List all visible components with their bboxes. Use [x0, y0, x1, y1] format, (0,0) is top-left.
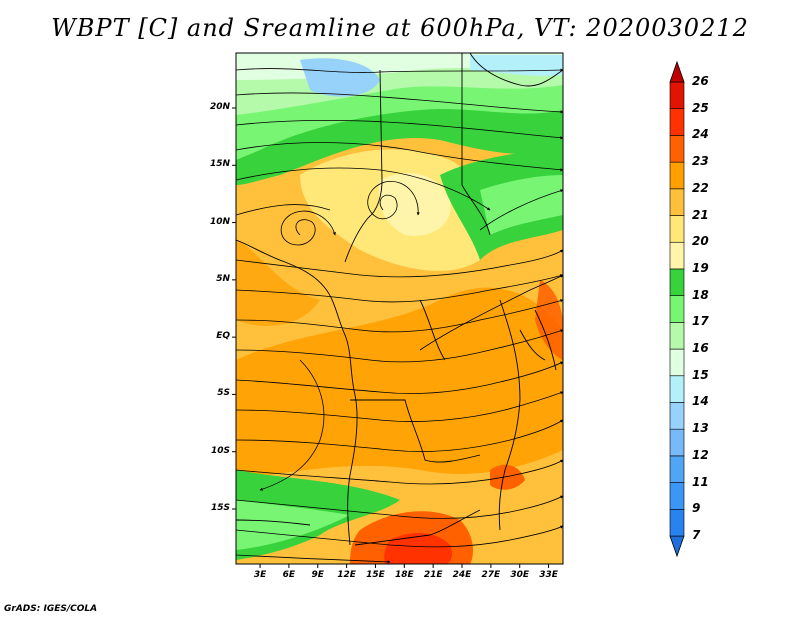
map-boundaries [236, 53, 563, 546]
colorbar-label: 18 [692, 287, 709, 302]
colorbar-label: 24 [692, 127, 709, 142]
colorbar-segment [669, 81, 685, 110]
lat-tick-label: 10N [209, 216, 230, 227]
lon-tick-label: 15E [366, 570, 385, 580]
colorbar-label: 22 [692, 180, 709, 195]
lat-tick-label: 5S [217, 388, 230, 399]
wbpt-field [236, 53, 563, 564]
colorbar-label: 15 [692, 367, 709, 382]
lat-tick-label: 5N [216, 273, 230, 284]
map-frame [235, 52, 564, 565]
colorbar-segment [669, 135, 685, 163]
colorbar-segment [669, 188, 685, 216]
colorbar-label: 25 [692, 100, 709, 115]
lon-tick-label: 18E [394, 570, 414, 580]
colorbar-segment [669, 161, 685, 190]
colorbar-label: 13 [692, 421, 709, 436]
colorbar-segment [669, 108, 685, 136]
colorbar-label: 7 [692, 528, 701, 542]
lon-tick-label: 33E [539, 570, 558, 580]
colorbar-segment [669, 482, 685, 510]
colorbar-label: 11 [692, 474, 709, 489]
axis-ticks [232, 107, 550, 568]
colorbar-segment [669, 375, 685, 403]
colorbar-label: 12 [692, 447, 709, 462]
colorbar-label: 16 [692, 341, 709, 356]
streamlines [236, 68, 563, 564]
lon-tick-label: 12E [337, 570, 356, 580]
lat-tick-label: 15S [210, 503, 230, 513]
colorbar-segment [669, 322, 685, 350]
colorbar-label: 9 [692, 501, 701, 516]
lon-tick-label: 3E [253, 570, 267, 580]
lat-tick-label: EQ [216, 331, 230, 342]
lon-tick-label: 6E [282, 570, 296, 580]
colorbar-label: 26 [692, 74, 709, 88]
colorbar-label: 20 [692, 234, 709, 249]
lon-tick-label: 30E [510, 570, 530, 580]
lon-tick-label: 21E [423, 570, 443, 580]
colorbar-segment [669, 241, 685, 270]
lon-tick-label: 27E [481, 570, 501, 580]
colorbar-label: 17 [692, 314, 709, 329]
colorbar-max-triangle [669, 60, 685, 83]
colorbar-segment [669, 428, 685, 457]
lon-tick-label: 24E [452, 570, 472, 580]
colorbar-segment [669, 348, 685, 377]
colorbar-segment [669, 455, 685, 483]
colorbar-segment [669, 402, 685, 430]
lat-tick-label: 10S [210, 445, 230, 456]
colorbar-min-triangle [669, 535, 685, 558]
colorbar-segment [669, 215, 685, 243]
colorbar-segment [669, 295, 685, 323]
colorbar-label: 23 [692, 154, 709, 169]
colorbar-label: 19 [692, 260, 709, 275]
colorbar-segment [669, 508, 685, 537]
footer-credit: GrADS: IGES/COLA [4, 604, 98, 614]
colorbar-label: 21 [692, 207, 709, 222]
colorbar-label: 14 [692, 394, 709, 409]
colorbar-segment [669, 268, 685, 296]
lat-tick-label: 20N [209, 101, 230, 112]
lon-tick-label: 9E [311, 570, 324, 580]
chart-title: WBPT [C] and Sreamline at 600hPa, VT: 20… [51, 14, 749, 42]
lat-tick-label: 15N [209, 159, 230, 170]
